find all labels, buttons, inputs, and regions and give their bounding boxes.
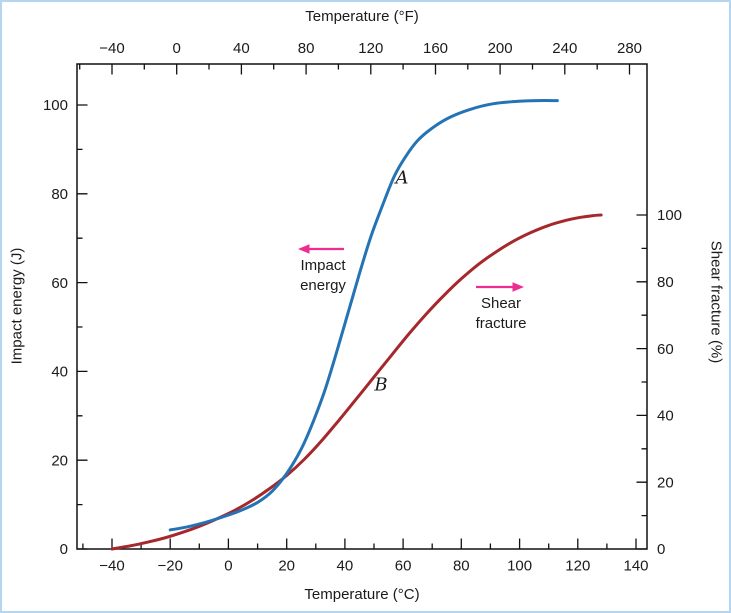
tick-label: 40 bbox=[337, 558, 354, 575]
tick-label: −40 bbox=[99, 558, 124, 575]
tick-label: −20 bbox=[157, 558, 182, 575]
curve-b-label: B bbox=[374, 374, 388, 396]
tick-label: 100 bbox=[507, 558, 532, 575]
shear-fracture-annotation: Shear fracture bbox=[476, 294, 527, 334]
curve-a-label: A bbox=[395, 167, 409, 189]
tick-label: 60 bbox=[395, 558, 412, 575]
top-axis-title: Temperature (°F) bbox=[305, 8, 419, 25]
shear-fracture-arrowhead-icon bbox=[512, 282, 524, 292]
impact-energy-annotation-line1: Impact bbox=[300, 257, 346, 274]
tick-label: 80 bbox=[51, 186, 68, 203]
tick-label: 80 bbox=[453, 558, 470, 575]
tick-label: 40 bbox=[51, 364, 68, 381]
tick-label: 20 bbox=[657, 474, 674, 491]
curve-b-shear-fracture bbox=[110, 213, 603, 551]
impact-energy-annotation: Impact energy bbox=[300, 256, 346, 296]
tick-label: −40 bbox=[99, 40, 124, 57]
tick-label: 0 bbox=[657, 541, 665, 558]
tick-label: 100 bbox=[657, 207, 682, 224]
shear-fracture-annotation-line1: Shear bbox=[480, 295, 522, 312]
tick-label: 100 bbox=[43, 97, 68, 114]
tick-label: 0 bbox=[173, 40, 181, 57]
right-axis-title: Shear fracture (%) bbox=[707, 240, 725, 364]
tick-label: 160 bbox=[423, 40, 448, 57]
tick-label: 40 bbox=[233, 40, 250, 57]
tick-label: 20 bbox=[278, 558, 295, 575]
tick-label: 80 bbox=[657, 274, 674, 291]
impact-energy-annotation-line2: energy bbox=[300, 277, 346, 294]
curve-a-impact-energy bbox=[168, 99, 559, 532]
axis-ticks bbox=[77, 64, 647, 550]
tick-label: 60 bbox=[51, 275, 68, 292]
tick-label: 240 bbox=[552, 40, 577, 57]
tick-label: 140 bbox=[623, 558, 648, 575]
tick-label: 120 bbox=[358, 40, 383, 57]
left-axis-title: Impact energy (J) bbox=[8, 247, 26, 365]
impact-energy-arrowhead-icon bbox=[298, 244, 310, 254]
bottom-axis-title: Temperature (°C) bbox=[304, 586, 420, 603]
tick-label: 40 bbox=[657, 408, 674, 425]
tick-label: 0 bbox=[60, 541, 68, 558]
shear-fracture-annotation-line2: fracture bbox=[475, 315, 527, 332]
tick-label: 0 bbox=[224, 558, 232, 575]
tick-label: 20 bbox=[51, 452, 68, 469]
tick-label: 80 bbox=[298, 40, 315, 57]
tick-label: 60 bbox=[657, 341, 674, 358]
tick-label: 120 bbox=[565, 558, 590, 575]
tick-label: 200 bbox=[488, 40, 513, 57]
tick-label: 280 bbox=[617, 40, 642, 57]
plot-border bbox=[76, 63, 648, 550]
